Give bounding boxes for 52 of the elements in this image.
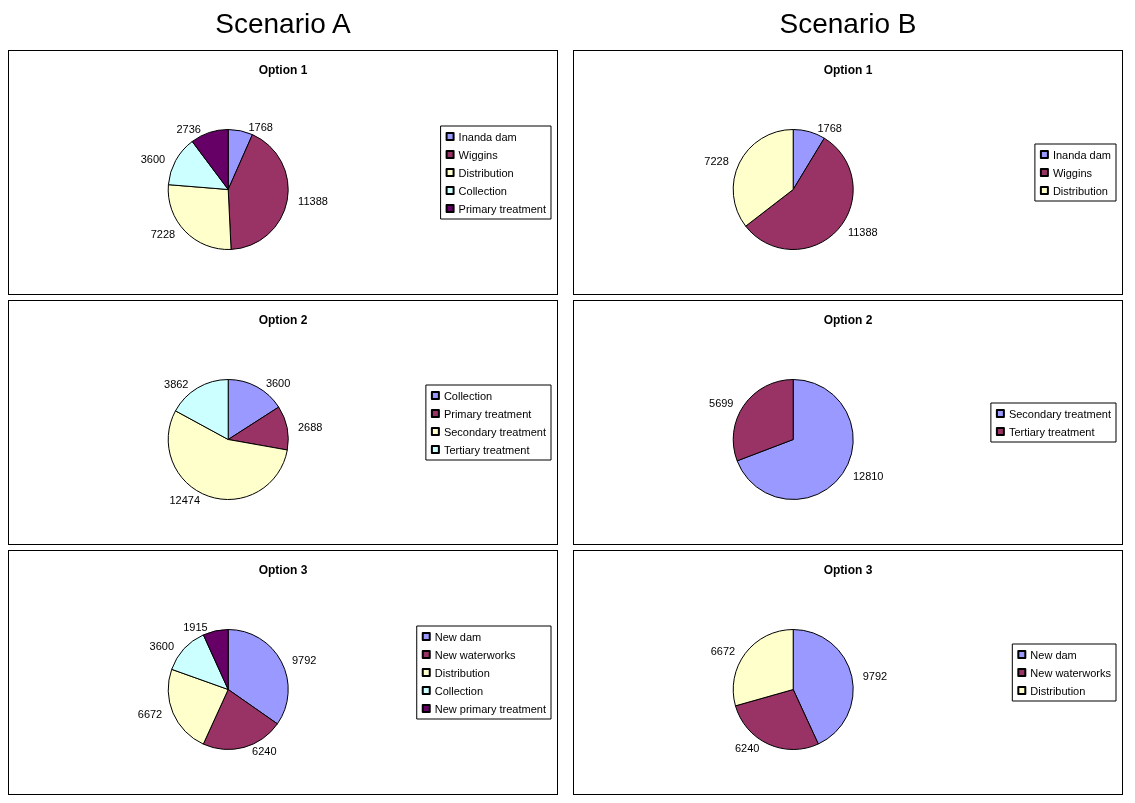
legend-label: Distribution	[1030, 684, 1086, 697]
data-label: 6240	[252, 745, 277, 758]
legend-label: New dam	[434, 630, 482, 643]
data-label: 6240	[734, 741, 760, 754]
data-label: 1915	[183, 620, 208, 633]
legend-label: Inanda dam	[1052, 148, 1112, 161]
data-label: 12474	[169, 493, 201, 506]
data-label: 7228	[150, 228, 176, 241]
legend-label: Distribution	[1052, 184, 1108, 197]
chart-title: Option 3	[823, 563, 873, 577]
legend-label: Tertiary treatment	[443, 443, 530, 456]
legend-label: Tertiary treatment	[1008, 425, 1095, 438]
legend-label: Primary treatment	[458, 202, 547, 215]
data-label: 2688	[297, 420, 323, 433]
legend-label: Wiggins	[458, 148, 499, 161]
chart-title: Option 1	[823, 63, 873, 77]
legend-label: Collection	[443, 389, 493, 402]
legend-label: Distribution	[458, 166, 514, 179]
data-label: 3600	[149, 640, 175, 653]
data-label: 3862	[164, 378, 189, 391]
data-label: 5699	[709, 397, 734, 410]
legend-label: Primary treatment	[443, 407, 532, 420]
data-label: 9792	[291, 653, 317, 666]
chart-title: Option 2	[258, 313, 308, 327]
text: Scenario B	[779, 8, 917, 39]
data-label: 9792	[862, 669, 888, 682]
data-label: 12810	[852, 469, 884, 482]
data-label: 11388	[298, 195, 328, 208]
legend-label: Collection	[458, 184, 507, 197]
data-label: 11388	[847, 226, 878, 239]
chart-title: Option 1	[258, 63, 308, 77]
legend-label: Inanda dam	[458, 130, 517, 143]
data-label: 1768	[817, 121, 842, 134]
data-label: 3600	[140, 152, 166, 165]
data-label: 6672	[137, 708, 163, 721]
legend-label: Secondary treatment	[1008, 407, 1112, 420]
legend-label: New dam	[1030, 648, 1077, 661]
legend-label: Secondary treatment	[443, 425, 547, 438]
legend-label: New primary treatment	[434, 702, 547, 715]
legend-label: New waterworks	[1030, 666, 1112, 679]
data-label: 1768	[248, 120, 273, 133]
legend-label: New waterworks	[434, 648, 516, 661]
legend-label: Distribution	[434, 666, 490, 679]
chart-title: Option 2	[823, 313, 873, 327]
legend-label: Collection	[434, 684, 484, 697]
legend-label: Wiggins	[1052, 166, 1093, 179]
chart-title: Option 3	[258, 563, 308, 577]
data-label: 6672	[710, 644, 736, 657]
text: Scenario A	[215, 8, 351, 39]
data-label: 7228	[704, 155, 729, 168]
data-label: 3600	[265, 377, 291, 390]
data-label: 2736	[176, 122, 201, 135]
